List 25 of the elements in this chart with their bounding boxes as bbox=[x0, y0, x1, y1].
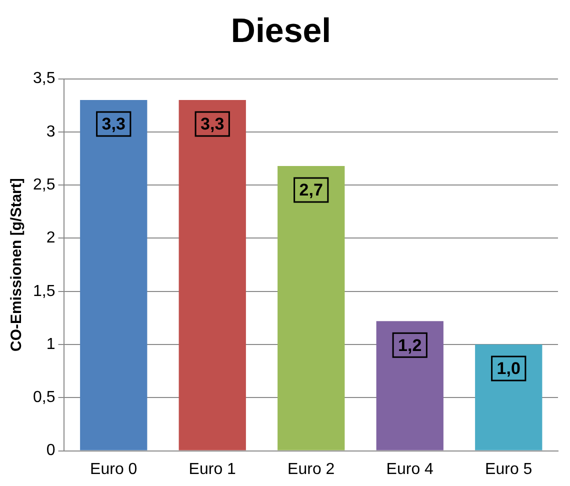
y-tick-label: 0 bbox=[46, 442, 56, 460]
data-label: 3,3 bbox=[102, 114, 126, 134]
x-tick-label: Euro 1 bbox=[188, 460, 236, 478]
data-label: 2,7 bbox=[299, 180, 323, 200]
bar bbox=[475, 344, 542, 450]
data-label: 1,0 bbox=[496, 359, 520, 378]
data-label: 3,3 bbox=[200, 114, 224, 134]
bar bbox=[80, 100, 148, 450]
x-tick-label: Euro 0 bbox=[90, 460, 138, 478]
y-axis-title: CO-Emissionen [g/Start] bbox=[8, 178, 26, 352]
chart-title: Diesel bbox=[230, 12, 332, 50]
bar bbox=[178, 100, 246, 450]
bar bbox=[376, 321, 444, 450]
x-tick-label: Euro 5 bbox=[485, 460, 532, 478]
y-tick-label: 3 bbox=[46, 123, 56, 140]
bar bbox=[278, 166, 345, 450]
y-tick-label: 1 bbox=[46, 336, 56, 353]
y-tick-label: 0,5 bbox=[32, 389, 56, 406]
y-tick-label: 1,5 bbox=[32, 282, 56, 300]
y-tick-label: 2 bbox=[46, 230, 56, 247]
y-tick-label: 2,5 bbox=[32, 176, 56, 194]
x-tick-label: Euro 2 bbox=[288, 460, 335, 478]
x-tick-label: Euro 4 bbox=[386, 460, 434, 478]
y-tick-label: 3,5 bbox=[32, 70, 56, 88]
data-label: 1,2 bbox=[398, 336, 422, 355]
